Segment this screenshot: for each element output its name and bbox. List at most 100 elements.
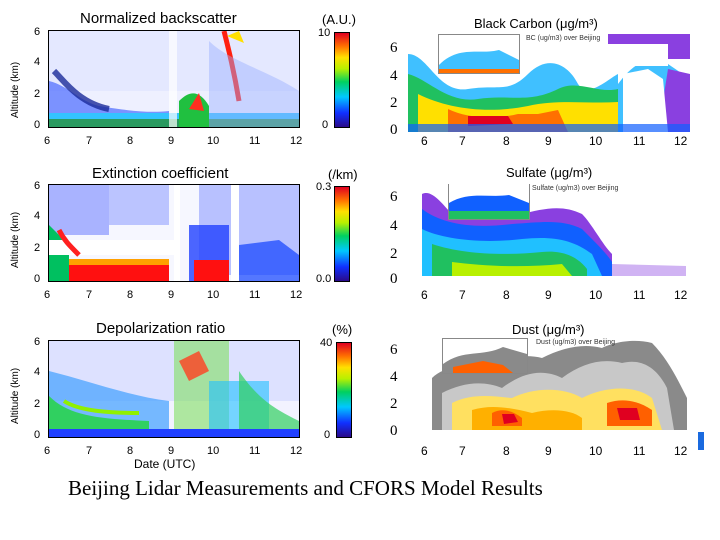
ext-ytick-1: 4 bbox=[34, 210, 41, 222]
du-xtick-5: 11 bbox=[633, 444, 646, 458]
ext-xtick-3: 9 bbox=[168, 289, 175, 301]
bs-cb-min: 0 bbox=[322, 119, 329, 131]
du-xtick-0: 6 bbox=[421, 444, 428, 458]
backscatter-title: Normalized backscatter bbox=[80, 10, 237, 27]
ext-ytick-0: 6 bbox=[34, 180, 41, 192]
dust-edge-marker bbox=[698, 432, 704, 450]
bs-xtick-3: 9 bbox=[168, 135, 175, 147]
su-ytick-2: 2 bbox=[390, 246, 398, 262]
ext-cb-max: 0.3 bbox=[316, 181, 332, 193]
su-xtick-3: 9 bbox=[545, 288, 552, 302]
bc-inset-plot bbox=[439, 50, 519, 73]
bc-xtick-2: 8 bbox=[503, 134, 510, 148]
dep-xtick-3: 9 bbox=[168, 445, 175, 457]
dep-xtick-0: 6 bbox=[44, 445, 51, 457]
bc-ytick-2: 2 bbox=[390, 95, 398, 111]
su-xtick-6: 12 bbox=[674, 288, 688, 302]
ext-xtick-6: 12 bbox=[290, 289, 303, 301]
extinction-title: Extinction coefficient bbox=[92, 165, 229, 182]
du-ytick-0: 6 bbox=[390, 342, 398, 358]
sulfate-panel: Sulfate (ug/m3) over Beijing bbox=[412, 184, 686, 276]
depol-heatmap bbox=[48, 340, 300, 438]
backscatter-heatmap bbox=[48, 30, 300, 128]
depol-plot bbox=[49, 341, 299, 437]
sulfate-inset-label: Sulfate (ug/m3) over Beijing bbox=[532, 185, 619, 192]
bc-inset-label: BC (ug/m3) over Beijing bbox=[526, 35, 601, 42]
bs-xtick-2: 8 bbox=[127, 135, 134, 147]
backscatter-unit: (A.U.) bbox=[322, 12, 356, 27]
dust-plot bbox=[412, 338, 690, 430]
depol-ylabel: Altitude (km) bbox=[10, 367, 21, 424]
su-xtick-4: 10 bbox=[589, 288, 603, 302]
backscatter-plot bbox=[49, 31, 299, 127]
bc-title: Black Carbon (μg/m³) bbox=[474, 16, 598, 31]
dep-ytick-2: 2 bbox=[34, 398, 41, 410]
extinction-plot bbox=[49, 185, 299, 281]
bs-ytick-1: 4 bbox=[34, 56, 41, 68]
dust-inset-label: Dust (ug/m3) over Beijing bbox=[536, 339, 615, 346]
ext-xtick-2: 8 bbox=[127, 289, 134, 301]
bs-xtick-6: 12 bbox=[290, 135, 303, 147]
dep-xtick-1: 7 bbox=[86, 445, 93, 457]
dep-xtick-5: 11 bbox=[249, 445, 261, 457]
dep-xtick-4: 10 bbox=[207, 445, 220, 457]
du-xtick-6: 12 bbox=[674, 444, 688, 458]
bs-xtick-0: 6 bbox=[44, 135, 51, 147]
sulfate-inset-plot bbox=[449, 195, 529, 219]
bs-xtick-5: 11 bbox=[249, 135, 261, 147]
ext-xtick-4: 10 bbox=[207, 289, 220, 301]
bs-ytick-3: 0 bbox=[34, 119, 41, 131]
backscatter-ylabel: Altitude (km) bbox=[10, 61, 21, 118]
ext-ytick-3: 0 bbox=[34, 273, 41, 285]
du-xtick-2: 8 bbox=[503, 444, 510, 458]
su-xtick-5: 11 bbox=[633, 288, 646, 302]
backscatter-colorbar bbox=[334, 32, 350, 128]
dust-title: Dust (μg/m³) bbox=[512, 322, 585, 337]
extinction-colorbar bbox=[334, 186, 350, 282]
bc-inset bbox=[438, 34, 520, 74]
depol-colorbar bbox=[336, 342, 352, 438]
du-xtick-4: 10 bbox=[589, 444, 603, 458]
dep-ytick-0: 6 bbox=[34, 336, 41, 348]
du-ytick-1: 4 bbox=[390, 369, 398, 385]
dep-cb-max: 40 bbox=[320, 337, 333, 349]
ext-ytick-2: 2 bbox=[34, 242, 41, 254]
bs-xtick-4: 10 bbox=[207, 135, 220, 147]
dep-xtick-2: 8 bbox=[127, 445, 134, 457]
sulfate-title: Sulfate (μg/m³) bbox=[506, 165, 593, 180]
extinction-ylabel: Altitude (km) bbox=[10, 211, 21, 268]
su-ytick-3: 0 bbox=[390, 271, 398, 287]
bc-ytick-0: 6 bbox=[390, 40, 398, 56]
sulfate-plot bbox=[412, 184, 686, 276]
dust-inset-plot bbox=[443, 347, 527, 373]
du-ytick-3: 0 bbox=[390, 423, 398, 439]
depol-unit: (%) bbox=[332, 322, 353, 337]
du-ytick-2: 2 bbox=[390, 396, 398, 412]
bc-panel: BC (ug/m3) over Beijing bbox=[408, 34, 690, 132]
bc-ytick-1: 4 bbox=[390, 68, 398, 84]
dep-ytick-3: 0 bbox=[34, 429, 41, 441]
ext-xtick-5: 11 bbox=[249, 289, 261, 301]
ext-xtick-0: 6 bbox=[44, 289, 51, 301]
bs-ytick-0: 6 bbox=[34, 26, 41, 38]
bc-xtick-6: 12 bbox=[674, 134, 688, 148]
ext-xtick-1: 7 bbox=[86, 289, 93, 301]
su-xtick-0: 6 bbox=[421, 288, 428, 302]
depol-xlabel: Date (UTC) bbox=[134, 457, 196, 471]
extinction-heatmap bbox=[48, 184, 300, 282]
bc-xtick-3: 9 bbox=[545, 134, 552, 148]
bc-xtick-0: 6 bbox=[421, 134, 428, 148]
du-xtick-3: 9 bbox=[545, 444, 552, 458]
su-ytick-0: 6 bbox=[390, 189, 398, 205]
su-xtick-2: 8 bbox=[503, 288, 510, 302]
bs-cb-max: 10 bbox=[318, 27, 331, 39]
depol-title: Depolarization ratio bbox=[96, 320, 226, 337]
sulfate-inset bbox=[448, 184, 530, 220]
bs-ytick-2: 2 bbox=[34, 88, 41, 100]
su-xtick-1: 7 bbox=[459, 288, 466, 302]
bc-ytick-3: 0 bbox=[390, 122, 398, 138]
ext-cb-min: 0.0 bbox=[316, 273, 332, 285]
extinction-unit: (/km) bbox=[328, 167, 358, 182]
dep-xtick-6: 12 bbox=[290, 445, 303, 457]
bs-xtick-1: 7 bbox=[86, 135, 93, 147]
